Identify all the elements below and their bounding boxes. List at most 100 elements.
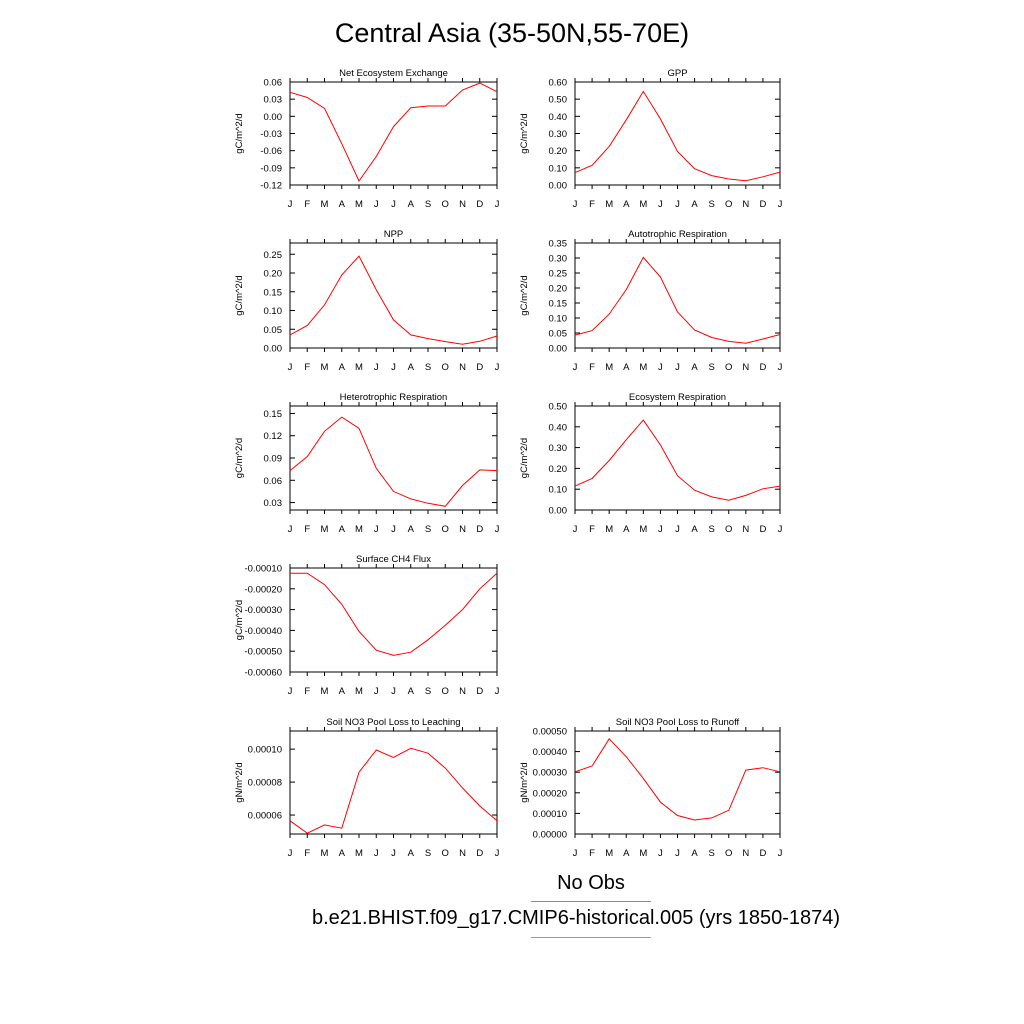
y-tick-label: -0.00060 — [244, 668, 282, 679]
plot-frame — [574, 242, 781, 349]
y-tick-label: 0.50 — [549, 402, 568, 413]
x-tick-label: M — [639, 848, 647, 859]
x-tick-label: O — [442, 524, 449, 535]
x-tick-label: O — [442, 199, 449, 210]
y-axis-label: gC/m^2/d — [234, 438, 245, 478]
y-tick-label: 0.10 — [264, 306, 283, 317]
x-tick-label: S — [708, 362, 714, 373]
y-tick-label: 0.03 — [264, 498, 283, 509]
y-tick-label: 0.00008 — [248, 778, 282, 789]
x-tick-label: A — [691, 848, 698, 859]
legend-obs-label: No Obs — [557, 872, 625, 894]
y-tick-label: -0.09 — [260, 163, 282, 174]
x-tick-label: J — [391, 848, 396, 859]
x-tick-label: N — [742, 199, 749, 210]
x-tick-label: A — [408, 524, 415, 535]
x-tick-label: O — [725, 199, 732, 210]
y-tick-label: 0.40 — [549, 422, 568, 433]
x-tick-label: M — [605, 199, 613, 210]
x-tick-label: N — [742, 524, 749, 535]
x-tick-label: F — [589, 199, 595, 210]
x-tick-label: A — [339, 362, 346, 373]
series-line — [289, 255, 498, 345]
legend-case-line — [531, 937, 651, 938]
x-tick-label: A — [408, 362, 415, 373]
x-tick-label: A — [408, 848, 415, 859]
x-tick-label: F — [589, 848, 595, 859]
plot-frame — [289, 405, 498, 511]
panel-title: Soil NO3 Pool Loss to Runoff — [616, 717, 740, 728]
x-tick-label: J — [658, 848, 663, 859]
y-tick-label: 0.00010 — [533, 809, 567, 820]
y-tick-label: -0.00010 — [244, 564, 282, 575]
x-tick-label: A — [623, 199, 630, 210]
y-tick-label: 0.15 — [549, 299, 568, 310]
x-tick-label: M — [321, 362, 329, 373]
x-tick-label: S — [708, 199, 714, 210]
panel-title: Heterotrophic Respiration — [340, 392, 448, 403]
x-tick-label: J — [391, 199, 396, 210]
x-tick-label: S — [708, 848, 714, 859]
y-tick-label: 0.00040 — [533, 747, 567, 758]
y-tick-label: 0.60 — [549, 78, 568, 89]
x-tick-label: O — [442, 686, 449, 697]
x-tick-label: N — [459, 686, 466, 697]
x-tick-label: S — [425, 524, 431, 535]
y-tick-label: 0.10 — [549, 314, 568, 325]
x-tick-label: J — [658, 362, 663, 373]
x-tick-label: A — [339, 199, 346, 210]
page-title: Central Asia (35-50N,55-70E) — [334, 18, 690, 48]
x-tick-label: J — [288, 686, 293, 697]
y-tick-label: 0.50 — [549, 95, 568, 106]
x-tick-label: M — [639, 199, 647, 210]
y-axis-label: gC/m^2/d — [234, 600, 245, 640]
x-tick-label: J — [778, 362, 783, 373]
x-tick-label: A — [339, 848, 346, 859]
legend-obs-line — [531, 901, 651, 902]
x-tick-label: D — [476, 362, 483, 373]
x-tick-label: F — [304, 199, 310, 210]
y-tick-label: -0.00030 — [244, 605, 282, 616]
x-tick-label: F — [589, 362, 595, 373]
x-tick-label: J — [658, 524, 663, 535]
y-tick-label: 0.00006 — [248, 811, 282, 822]
x-tick-label: O — [442, 848, 449, 859]
y-tick-label: 0.10 — [549, 163, 568, 174]
y-tick-label: 0.15 — [264, 287, 283, 298]
x-tick-label: A — [623, 362, 630, 373]
y-axis-label: gC/m^2/d — [234, 275, 245, 315]
y-tick-label: 0.20 — [549, 464, 568, 475]
x-tick-label: M — [639, 524, 647, 535]
x-tick-label: A — [339, 524, 346, 535]
x-tick-label: F — [589, 524, 595, 535]
series-line — [289, 82, 498, 182]
y-tick-label: 0.20 — [549, 284, 568, 295]
series-line — [290, 572, 498, 656]
legend-case-label: b.e21.BHIST.f09_g17.CMIP6-historical.005… — [312, 907, 841, 929]
plot-frame — [289, 730, 498, 835]
series-line — [289, 416, 498, 507]
y-tick-label: 0.00010 — [248, 745, 282, 756]
y-tick-label: 0.00 — [549, 344, 568, 355]
x-tick-label: M — [321, 848, 329, 859]
x-tick-label: J — [573, 362, 578, 373]
x-tick-label: J — [675, 848, 680, 859]
plot-frame — [574, 81, 781, 186]
x-tick-label: J — [675, 524, 680, 535]
x-tick-label: J — [675, 199, 680, 210]
panel-title: Soil NO3 Pool Loss to Leaching — [326, 717, 460, 728]
plot-frame — [289, 81, 498, 186]
panel-title: NPP — [384, 229, 404, 240]
x-tick-label: M — [321, 686, 329, 697]
x-tick-label: J — [778, 848, 783, 859]
x-tick-label: M — [321, 524, 329, 535]
x-tick-label: J — [573, 199, 578, 210]
x-tick-label: F — [304, 686, 310, 697]
y-tick-label: -0.12 — [260, 181, 282, 192]
y-tick-label: -0.06 — [260, 146, 282, 157]
x-tick-label: S — [425, 848, 431, 859]
x-tick-label: S — [425, 199, 431, 210]
x-tick-label: J — [495, 848, 500, 859]
y-axis-label: gC/m^2/d — [519, 113, 530, 153]
panel-title: GPP — [667, 68, 687, 79]
